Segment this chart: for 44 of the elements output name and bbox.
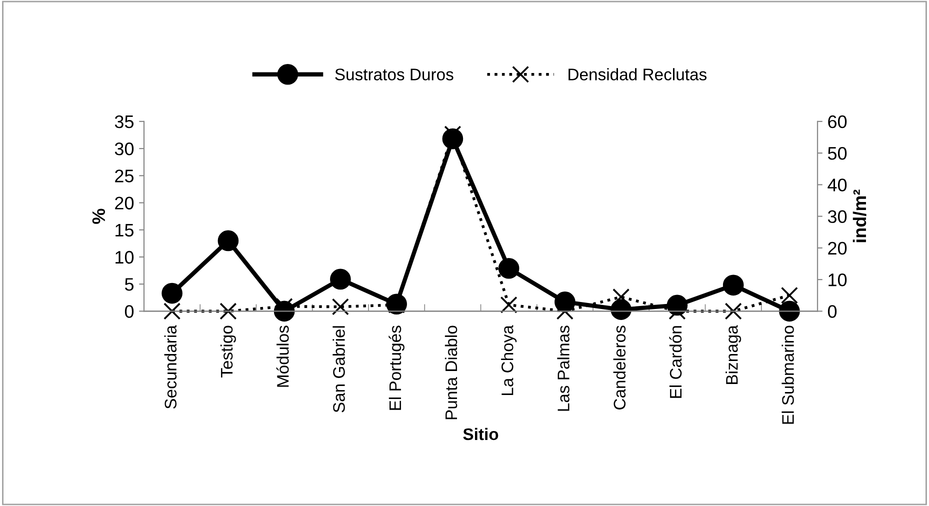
point [220,302,237,320]
point [218,230,239,252]
y2-tick-label: 20 [828,242,847,255]
x-axis-title: Sitio [463,428,498,440]
x-tick-label: La Choya [501,325,517,396]
point [164,302,181,320]
x-tick-label: Las Palmas [557,326,570,411]
point [330,268,351,290]
y-tick-label: 30 [114,142,134,156]
point [779,300,800,322]
legend-label: Densidad Reclutas [568,68,707,80]
x-tick-label: Biznaga [726,325,742,384]
y2-axis-title: ind/m² [852,190,866,242]
point [498,258,520,279]
y2-tick-label: 40 [828,178,847,192]
point [332,298,349,316]
y-tick-label: 25 [115,170,134,182]
x-tick-label: El Cardón [669,326,682,398]
point [724,302,742,320]
x-tick-label: Punta Diablo [444,326,458,420]
x-tick-label: Secundaria [164,325,177,409]
point [500,296,518,314]
y-axis-title: % [92,208,106,224]
y2-tick-label: 30 [828,210,847,224]
y2-tick-label: 10 [828,274,847,286]
y-tick-label: 0 [124,305,134,318]
x-tick-label: Módulos [276,326,289,387]
x-tick-label: El Submarino [782,326,794,424]
point [722,274,744,296]
y-tick-label: 10 [116,250,134,264]
y-tick-label: 15 [116,224,134,237]
y-tick-label: 35 [114,115,134,128]
legend-label: Sustratos Duros [335,68,454,80]
x-tick-label: San Gabriel [332,326,345,412]
point [780,286,798,304]
point [162,282,182,304]
y-tick-label: 20 [115,196,134,210]
x-tick-label: El Portugés [388,326,404,410]
x-tick-label: Testigo [220,326,236,378]
y-tick-label: 5 [124,278,134,291]
y2-tick-label: 0 [828,305,837,318]
y2-tick-label: 60 [828,115,847,128]
x-tick-label: Candeleros [613,326,626,410]
y2-tick-label: 50 [828,147,847,160]
